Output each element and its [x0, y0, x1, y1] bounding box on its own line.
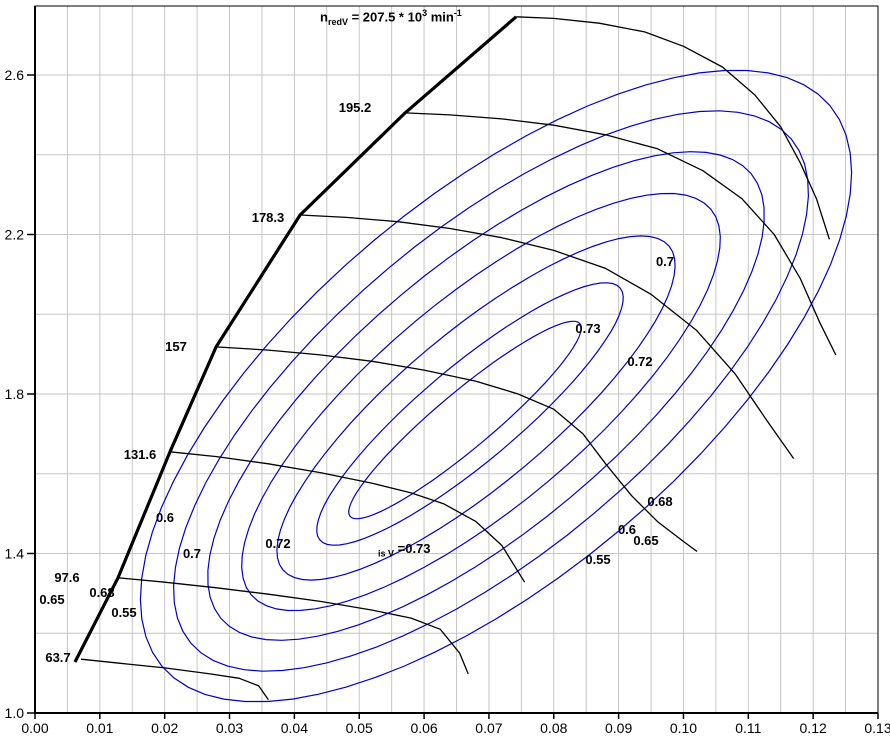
x-tick-label: 0.01	[86, 720, 113, 736]
efficiency-label: 0.68	[647, 494, 672, 509]
x-tick-label: 0.05	[346, 720, 373, 736]
efficiency-label: 0.65	[633, 533, 658, 548]
x-tick-label: 0.10	[670, 720, 697, 736]
x-tick-label: 0.09	[605, 720, 632, 736]
efficiency-label: 0.55	[111, 605, 136, 620]
efficiency-label: 0.6	[156, 510, 174, 525]
efficiency-label: 0.65	[39, 592, 64, 607]
efficiency-contour-0.68	[241, 192, 721, 612]
efficiency-label: 0.68	[89, 585, 114, 600]
efficiency-contour-0.73	[348, 320, 582, 520]
title-var-sub: redV	[327, 16, 348, 27]
y-tick-label: 1.0	[5, 705, 25, 721]
surge-line	[73, 15, 518, 663]
title-unit-exp: -1	[453, 8, 462, 18]
y-tick-label: 1.8	[5, 386, 25, 402]
chart-title: nredV = 207.5 * 103 min-1	[320, 8, 462, 27]
speed-line-207.5	[516, 16, 831, 240]
speed-line-178.3	[300, 214, 795, 459]
x-tick-label: 0.03	[216, 720, 243, 736]
efficiency-label: 0.72	[265, 536, 290, 551]
title-eq: = 207.5 * 10	[347, 9, 423, 25]
speed-line-label: 178.3	[252, 210, 285, 225]
speed-line-63.7	[80, 658, 269, 701]
speed-line-label: 195.2	[339, 100, 372, 115]
y-tick-label: 1.4	[5, 546, 25, 562]
speed-line-label: 157	[165, 339, 187, 354]
x-tick-label: 0.12	[800, 720, 827, 736]
inner-efficiency-label: is V =0.73	[378, 541, 431, 559]
x-tick-label: 0.07	[475, 720, 502, 736]
speed-line-131.6	[169, 451, 526, 583]
speed-line-157	[215, 346, 698, 553]
efficiency-contour-0.7	[276, 235, 676, 581]
x-tick-label: 0.02	[151, 720, 178, 736]
inner-label-value: =0.73	[394, 541, 431, 556]
efficiency-contour-0.72	[316, 282, 624, 546]
speed-line-label: 97.6	[54, 570, 79, 585]
speed-line-195.2	[405, 112, 837, 356]
x-tick-label: 0.00	[21, 720, 48, 736]
y-tick-label: 2.2	[5, 227, 25, 243]
x-tick-label: 0.13	[864, 720, 890, 736]
efficiency-label: 0.55	[585, 552, 610, 567]
x-tick-label: 0.04	[281, 720, 308, 736]
efficiency-contours-group	[139, 69, 853, 703]
efficiency-label: 0.7	[183, 546, 201, 561]
efficiency-contour-0.55	[139, 69, 853, 703]
efficiency-label: 0.73	[575, 321, 600, 336]
x-tick-label: 0.11	[735, 720, 761, 736]
title-unit: min	[427, 9, 454, 25]
x-tick-label: 0.06	[410, 720, 437, 736]
x-tick-label: 0.08	[540, 720, 567, 736]
efficiency-label: 0.6	[618, 522, 636, 537]
inner-label-sub: is V	[378, 548, 395, 559]
efficiency-contour-0.65	[207, 151, 765, 641]
title-exp: 3	[422, 8, 428, 18]
title-var: n	[320, 9, 328, 25]
speed-line-label: 63.7	[45, 650, 70, 665]
y-tick-label: 2.6	[5, 67, 25, 83]
speed-line-97.6	[117, 577, 469, 675]
speed-line-label: 131.6	[124, 447, 157, 462]
efficiency-label: 0.7	[656, 254, 674, 269]
efficiency-contour-0.6	[172, 110, 810, 672]
efficiency-label: 0.72	[627, 354, 652, 369]
